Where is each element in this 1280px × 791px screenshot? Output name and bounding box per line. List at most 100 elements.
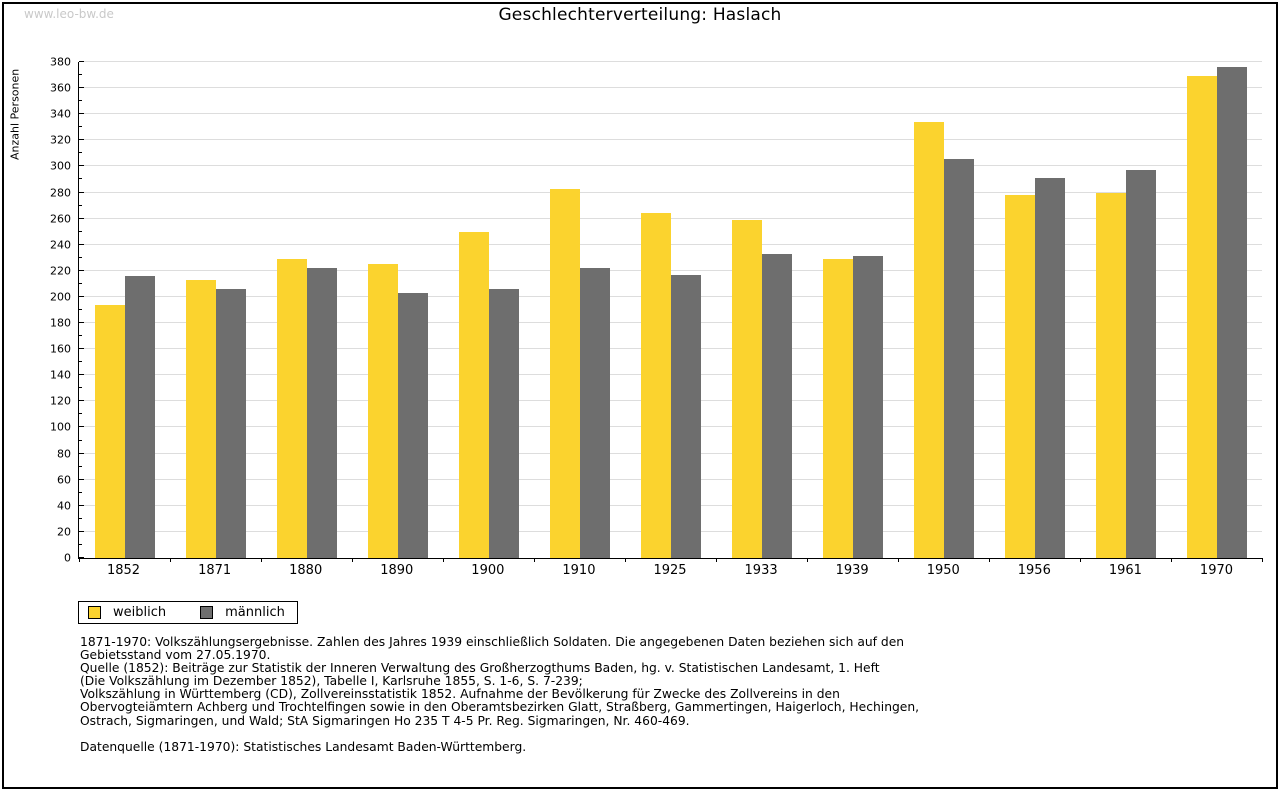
- bar-männlich-1961: [1125, 170, 1156, 558]
- bar-group-1939: [807, 62, 898, 558]
- y-tick-major: [79, 87, 84, 89]
- x-tick-label: 1970: [1199, 563, 1234, 578]
- y-tick-label: 200: [50, 290, 71, 304]
- bar-group-1880: [261, 62, 352, 558]
- x-boundary-tick: [898, 558, 899, 562]
- y-tick-major: [79, 113, 84, 115]
- y-tick-major: [79, 165, 84, 167]
- x-tick-label: 1925: [653, 563, 687, 578]
- gridline: [79, 61, 1262, 62]
- bar-weiblich-1871: [185, 279, 216, 558]
- y-tick-minor: [79, 100, 82, 102]
- footnote-line: 1871-1970: Volkszählungsergebnisse. Zahl…: [80, 635, 905, 649]
- y-tick-minor: [79, 152, 82, 154]
- gridline: [79, 87, 1262, 89]
- bar-group-1925: [625, 62, 716, 558]
- x-axis-labels: 1852 1871 1880 1890 1900 1910 1925 1933 1939 1950…: [78, 563, 1262, 578]
- y-tick-major: [79, 139, 84, 141]
- y-tick-label: 340: [50, 107, 71, 121]
- y-tick-major: [79, 400, 84, 402]
- y-tick-minor: [79, 309, 82, 310]
- legend-item-männlich: männlich: [200, 605, 285, 620]
- y-tick-minor: [79, 465, 82, 467]
- y-tick-major: [79, 557, 84, 558]
- x-boundary-tick: [1080, 558, 1081, 562]
- x-boundary-tick: [807, 558, 808, 562]
- bar-männlich-1956: [1034, 178, 1065, 558]
- y-tick-label: 100: [50, 420, 71, 434]
- bar-männlich-1852: [124, 276, 155, 558]
- bar-weiblich-1961: [1095, 192, 1126, 558]
- y-tick-major: [79, 269, 84, 271]
- gridline: [79, 113, 1262, 115]
- footnote-line: Ostrach, Sigmaringen, und Wald; StA Sigm…: [80, 713, 690, 728]
- bar-weiblich-1880: [276, 259, 307, 558]
- y-tick-minor: [79, 74, 82, 76]
- x-tick-label: 1939: [835, 563, 869, 578]
- x-boundary-tick: [170, 558, 171, 562]
- bar-weiblich-1925: [640, 213, 671, 558]
- x-tick-label: 1852: [106, 563, 141, 578]
- bar-weiblich-1900: [458, 231, 489, 558]
- y-tick-label: 140: [50, 368, 71, 382]
- bar-weiblich-1933: [731, 219, 762, 558]
- bar-männlich-1871: [215, 289, 246, 558]
- bar-weiblich-1970: [1186, 76, 1217, 558]
- bar-männlich-1890: [397, 293, 428, 558]
- y-tick-minor: [79, 413, 82, 415]
- x-tick-label: 1880: [289, 563, 323, 578]
- y-tick-label: 360: [50, 81, 71, 95]
- gridline: [79, 217, 1262, 219]
- bar-group-1910: [534, 62, 625, 558]
- y-tick-label: 120: [50, 394, 71, 408]
- y-tick-label: 40: [57, 499, 71, 513]
- legend-swatch: [88, 606, 101, 619]
- bar-group-1890: [352, 62, 443, 558]
- legend-swatch: [200, 606, 214, 619]
- y-tick-major: [79, 426, 84, 428]
- legend-label: männlich: [225, 605, 285, 620]
- y-tick-minor: [79, 256, 82, 258]
- y-tick-label: 240: [50, 238, 71, 252]
- y-tick-minor: [79, 361, 82, 363]
- y-tick-major: [79, 530, 84, 532]
- y-tick-label: 160: [50, 342, 71, 356]
- y-axis-title: Anzahl Personen: [8, 68, 22, 160]
- x-tick-label: 1933: [744, 563, 778, 578]
- x-boundary-tick: [1171, 558, 1172, 562]
- y-tick-label: 260: [50, 212, 71, 226]
- y-tick-label: 320: [50, 133, 71, 147]
- bar-group-1970: [1171, 62, 1262, 558]
- x-boundary-tick: [716, 558, 717, 562]
- footnotes: 1871-1970: Volkszählungsergebnisse. Zahl…: [80, 635, 919, 754]
- x-tick-label: 1890: [380, 563, 414, 578]
- y-tick-minor: [79, 439, 82, 441]
- y-tick-major: [79, 61, 84, 62]
- bar-group-1852: [79, 62, 170, 558]
- y-tick-minor: [79, 204, 82, 206]
- y-tick-major: [79, 243, 84, 245]
- bar-männlich-1880: [306, 268, 337, 558]
- bar-weiblich-1852: [94, 304, 125, 558]
- bar-männlich-1900: [488, 289, 519, 558]
- bar-group-1871: [170, 62, 261, 558]
- y-tick-major: [79, 191, 84, 193]
- y-tick-minor: [79, 387, 82, 389]
- y-tick-label: 180: [50, 316, 71, 330]
- y-tick-label: 0: [64, 551, 71, 565]
- gridline: [79, 191, 1262, 193]
- x-tick-label: 1961: [1108, 563, 1142, 578]
- y-tick-label: 280: [50, 186, 71, 200]
- bar-männlich-1933: [761, 253, 792, 558]
- bar-männlich-1910: [579, 268, 610, 558]
- y-tick-label: 380: [50, 55, 71, 69]
- plot-area: 0 20 40 60 80 100 120 140 160 180 200 220 240 260 280 3…: [50, 57, 1263, 564]
- legend-item-weiblich: weiblich: [88, 605, 166, 620]
- watermark: www.leo-bw.de: [24, 7, 114, 21]
- gridline: [79, 243, 1262, 245]
- bar-männlich-1939: [852, 256, 883, 558]
- y-tick-major: [79, 374, 84, 376]
- y-tick-label: 80: [57, 447, 71, 461]
- bar-weiblich-1910: [549, 188, 580, 558]
